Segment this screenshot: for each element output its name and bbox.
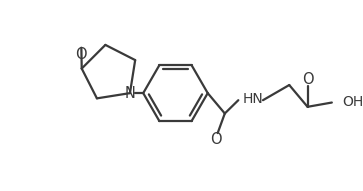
Text: HN: HN: [243, 92, 264, 106]
Text: O: O: [76, 47, 87, 62]
Text: O: O: [210, 132, 221, 147]
Text: OH: OH: [342, 95, 363, 109]
Text: O: O: [302, 72, 313, 87]
Text: N: N: [125, 86, 135, 101]
